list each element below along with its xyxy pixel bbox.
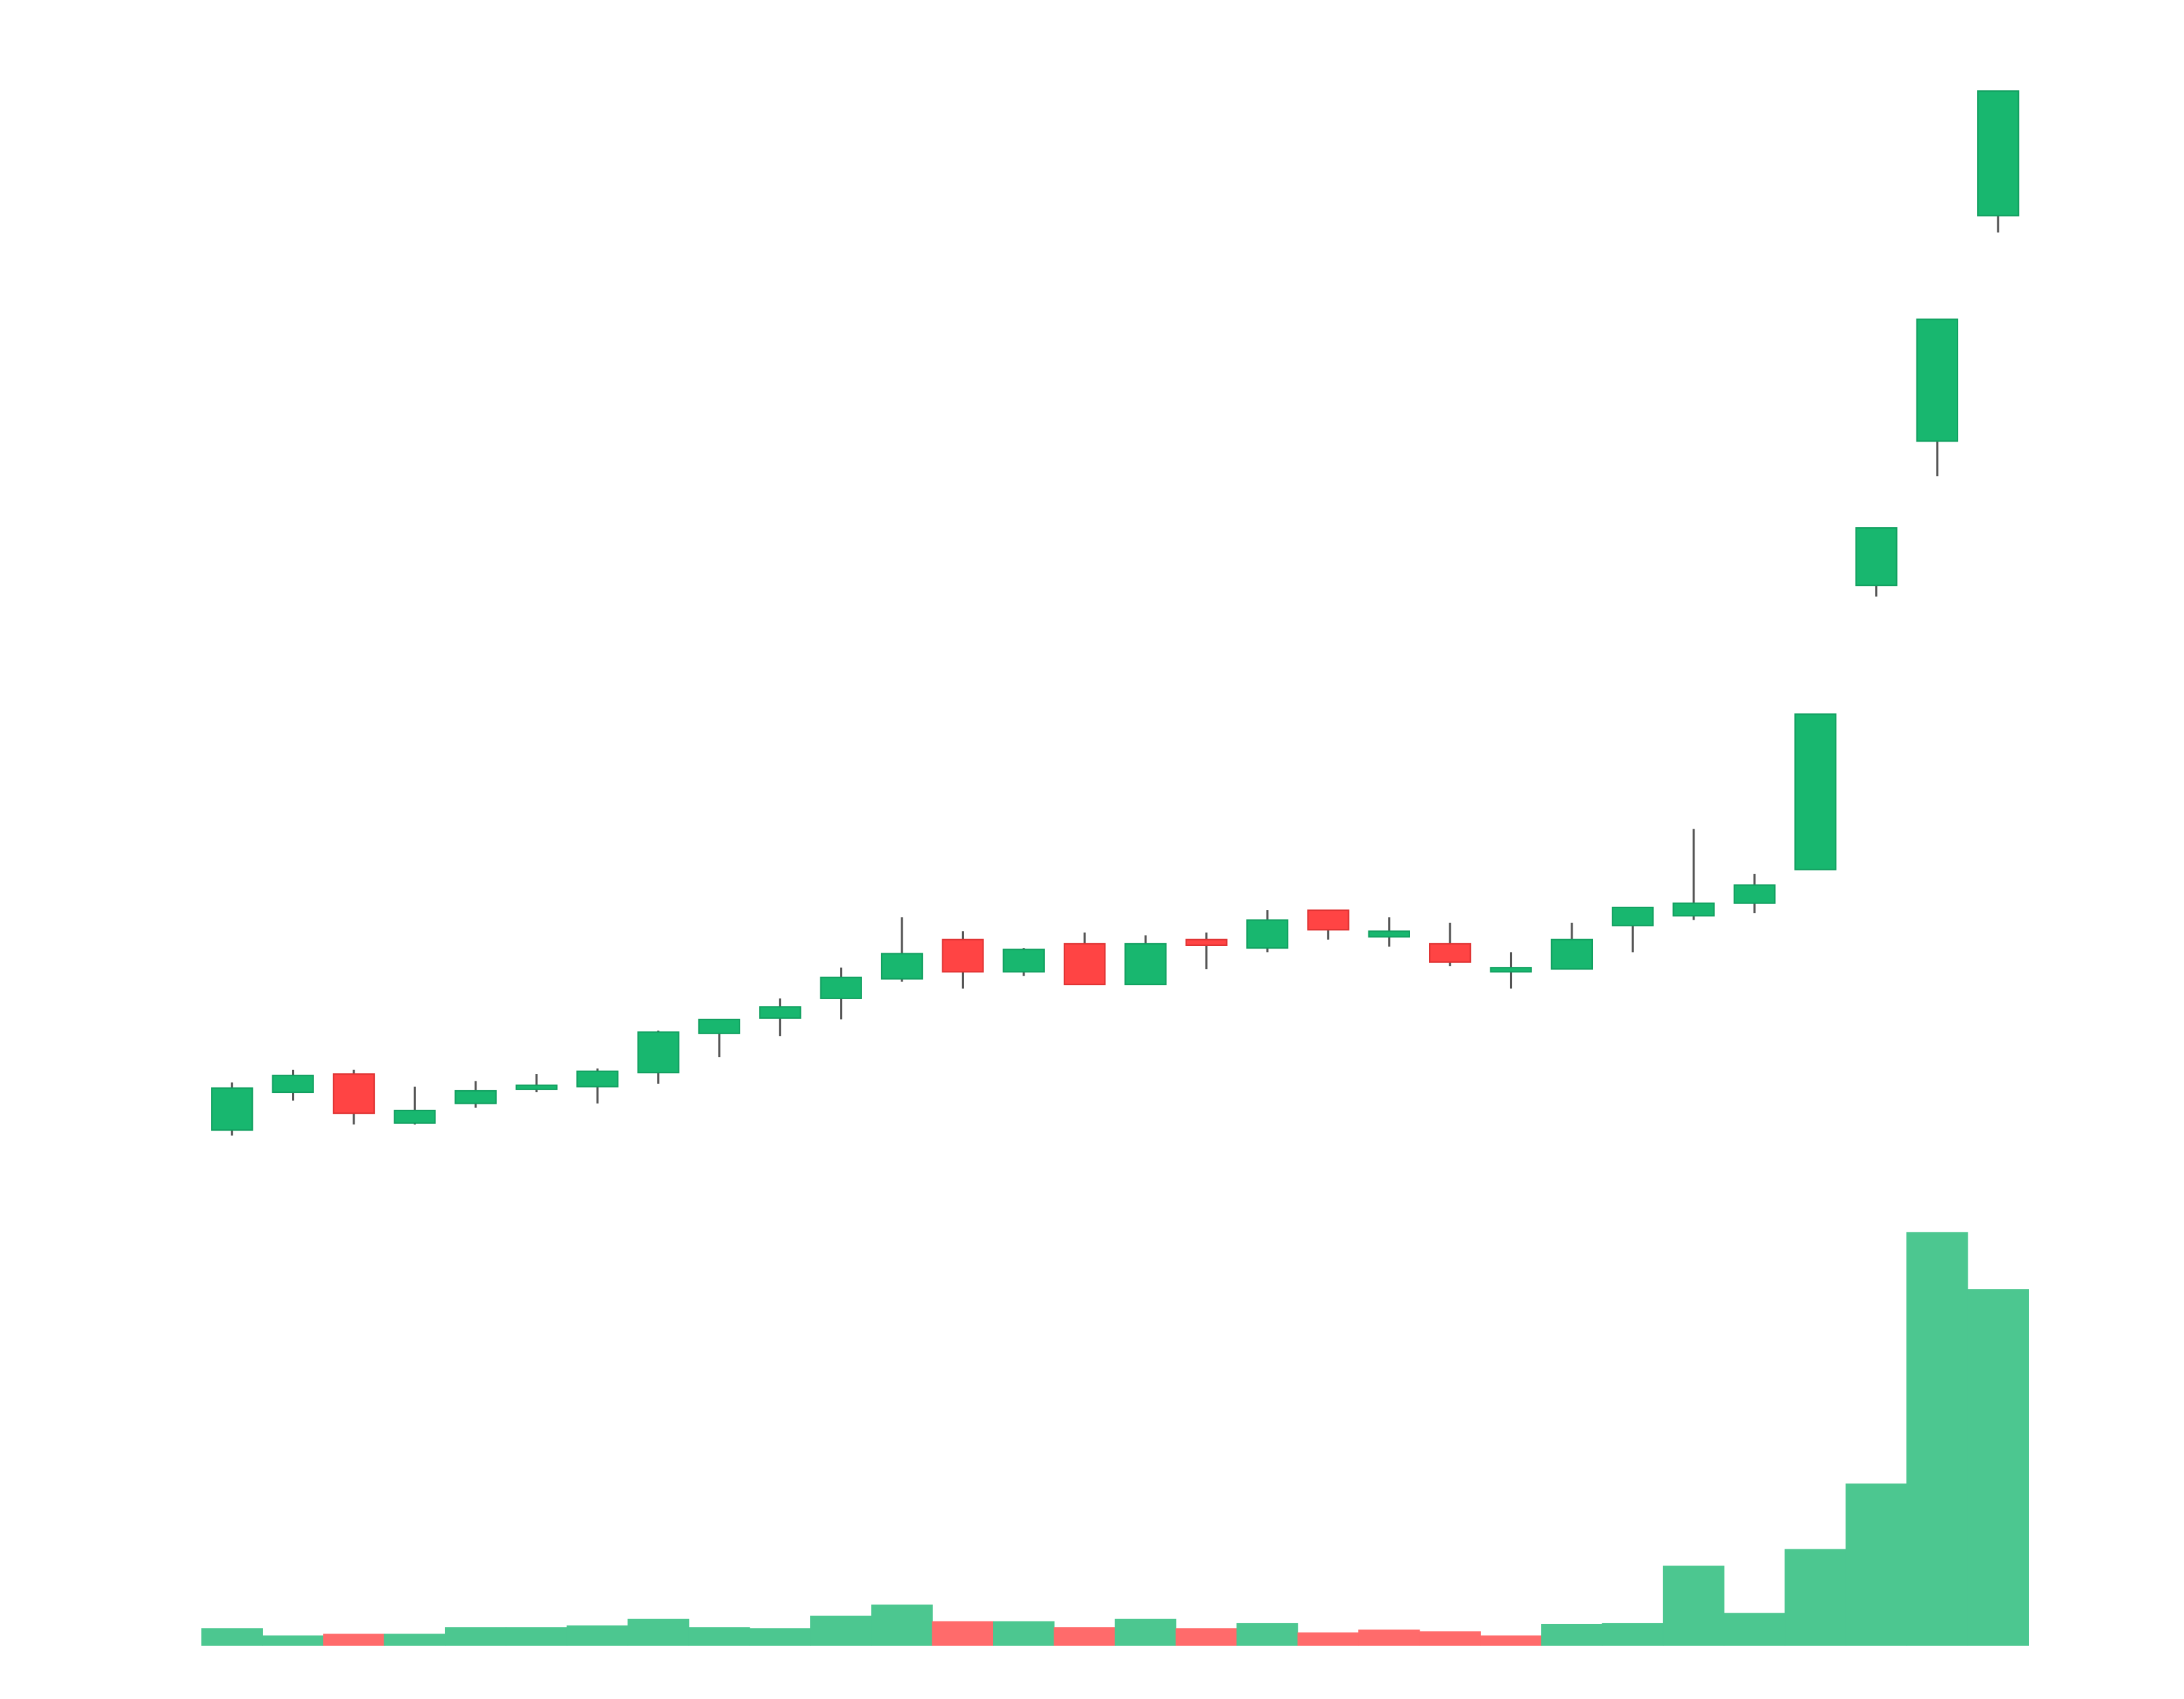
candle-body <box>698 1018 741 1034</box>
volume-bar <box>444 1627 507 1646</box>
volume-bar <box>1845 1483 1908 1646</box>
candle-body <box>211 1087 253 1131</box>
candle-body <box>1246 919 1289 949</box>
volume-bar <box>1236 1623 1298 1646</box>
candle-body <box>272 1075 314 1094</box>
volume-bar <box>1662 1566 1725 1646</box>
volume-bar <box>627 1618 690 1646</box>
candle-body <box>820 976 862 999</box>
volume-bar <box>810 1615 872 1646</box>
candle-body <box>1550 938 1594 970</box>
volume-bar <box>566 1625 629 1646</box>
candle-body <box>1307 909 1349 931</box>
candle-body <box>1185 938 1227 946</box>
candle-body <box>1794 713 1837 870</box>
candle-body <box>942 938 984 973</box>
candle-body <box>1490 967 1532 973</box>
volume-bar <box>932 1621 994 1646</box>
candle-body <box>759 1006 801 1019</box>
volume-bar <box>1784 1549 1846 1646</box>
volume-bar <box>1176 1628 1238 1646</box>
volume-bar <box>1541 1623 1603 1646</box>
volume-bar <box>201 1628 263 1646</box>
candle-body <box>1124 943 1167 986</box>
volume-bar <box>1906 1232 1968 1646</box>
volume-bar <box>749 1628 812 1646</box>
candle-body <box>332 1073 375 1114</box>
volume-bar <box>1054 1627 1116 1646</box>
volume-bar <box>506 1627 568 1646</box>
volume-bar <box>1358 1630 1420 1646</box>
volume-bar <box>1480 1635 1542 1646</box>
candle-body <box>637 1031 679 1073</box>
volume-bar <box>1297 1632 1360 1646</box>
candle-body <box>394 1109 436 1124</box>
candle-body <box>576 1070 619 1087</box>
candle-body <box>1977 90 2020 216</box>
candle-body <box>454 1090 497 1104</box>
candle-body <box>515 1084 558 1090</box>
candle-body <box>1916 318 1959 442</box>
volume-bar <box>384 1634 446 1646</box>
volume-bar <box>1114 1618 1177 1646</box>
candle-body <box>880 953 923 980</box>
candle-body <box>1733 884 1776 904</box>
volume-bar <box>1967 1289 2029 1646</box>
volume-bar <box>1602 1623 1664 1646</box>
candle-body <box>1002 949 1045 973</box>
volume-bar <box>993 1621 1055 1646</box>
candle-body <box>1855 527 1898 587</box>
candle-body <box>1368 930 1410 938</box>
candle-body <box>1063 943 1106 986</box>
volume-bar <box>871 1604 933 1646</box>
volume-bar <box>688 1627 750 1646</box>
volume-bar <box>323 1634 385 1646</box>
candle-body <box>1672 902 1715 917</box>
volume-bar <box>262 1635 324 1646</box>
candle-body <box>1429 943 1472 963</box>
candle-body <box>1612 906 1654 926</box>
volume-bar <box>1419 1631 1481 1646</box>
volume-bar <box>1724 1613 1786 1646</box>
